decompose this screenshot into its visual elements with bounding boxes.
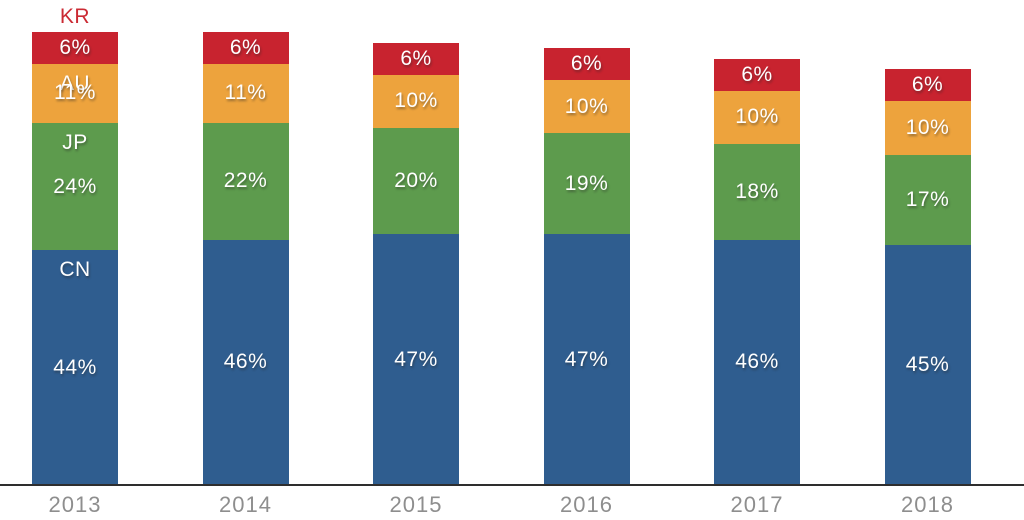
value-label-jp-2015: 20% xyxy=(394,169,438,193)
value-label-jp-2017: 18% xyxy=(735,179,779,203)
value-label-kr-2013: 6% xyxy=(59,35,91,59)
bars-layer: 6% AU 11% JP 24% CN 44% KR 6% 11% 22% 46% 6% 10% 20% 47… xyxy=(32,5,971,485)
value-label-kr-2015: 6% xyxy=(400,46,432,70)
value-label-kr-2017: 6% xyxy=(741,62,773,86)
bar-group-2015: 6% 10% 20% 47% xyxy=(373,42,459,485)
series-name-label-kr: KR xyxy=(59,4,91,28)
value-label-au-2016: 10% xyxy=(564,94,609,118)
bar-group-2013: 6% AU 11% JP 24% CN 44% KR xyxy=(32,5,118,485)
segment-au-2015: 10% xyxy=(373,74,459,128)
value-label-au-2013: 11% xyxy=(54,81,96,105)
bar-group-2014: 6% 11% 22% 46% xyxy=(202,31,289,485)
x-axis-label-2015: 2015 xyxy=(389,492,443,517)
segment-kr-2013: 6% xyxy=(32,31,118,64)
segment-au-2017: 10% xyxy=(714,90,800,144)
segment-jp-2017: 18% xyxy=(714,143,800,240)
value-label-jp-2013: 24% xyxy=(53,174,97,198)
bar-group-2018: 6% 10% 17% 45% xyxy=(884,69,971,485)
value-label-cn-2015: 47% xyxy=(394,347,438,371)
segment-kr-2015: 6% xyxy=(373,42,459,75)
bar-group-2016: 6% 10% 19% 47% xyxy=(543,47,630,485)
value-label-kr-2016: 6% xyxy=(570,51,603,75)
value-label-cn-2016: 47% xyxy=(564,347,609,371)
segment-cn-2014: 46% xyxy=(202,239,289,485)
x-axis-line xyxy=(0,484,1024,486)
segment-cn-2017: 46% xyxy=(714,239,800,485)
value-label-kr-2014: 6% xyxy=(229,35,262,59)
x-axis-label-2018: 2018 xyxy=(901,492,954,517)
segment-au-2013: AU 11% xyxy=(32,63,118,123)
segment-jp-2014: 22% xyxy=(202,122,289,240)
segment-jp-2015: 20% xyxy=(373,127,459,235)
series-name-label-cn: CN xyxy=(59,258,91,282)
x-axis-label-2016: 2016 xyxy=(560,492,613,517)
segment-kr-2018: 6% xyxy=(884,69,971,102)
segment-jp-2018: 17% xyxy=(884,154,971,246)
segment-kr-2017: 6% xyxy=(714,58,800,91)
bar-group-2017: 6% 10% 18% 46% xyxy=(714,58,800,485)
segment-cn-2016: 47% xyxy=(543,234,630,485)
value-label-jp-2016: 19% xyxy=(564,171,609,195)
series-name-label-au: AU xyxy=(59,71,91,95)
segment-cn-2013: CN 44% xyxy=(32,250,118,485)
x-axis-label-2013: 2013 xyxy=(48,492,102,517)
x-axis-label-2017: 2017 xyxy=(730,492,784,517)
value-label-au-2015: 10% xyxy=(394,89,438,113)
segment-cn-2015: 47% xyxy=(373,234,459,485)
segment-jp-2016: 19% xyxy=(543,133,630,235)
value-label-jp-2014: 22% xyxy=(223,169,268,193)
value-label-cn-2018: 45% xyxy=(905,353,950,377)
segment-kr-2014: 6% xyxy=(202,31,289,64)
segment-au-2014: 11% xyxy=(202,63,289,123)
value-label-kr-2018: 6% xyxy=(911,73,944,97)
x-axis-label-2014: 2014 xyxy=(219,492,272,517)
segment-au-2016: 10% xyxy=(543,79,630,134)
segment-kr-2016: 6% xyxy=(543,47,630,80)
value-label-jp-2018: 17% xyxy=(905,187,950,211)
value-label-cn-2017: 46% xyxy=(735,350,779,374)
segment-cn-2018: 45% xyxy=(884,245,971,485)
series-name-label-jp: JP xyxy=(62,130,88,154)
value-label-au-2018: 10% xyxy=(905,115,950,139)
segment-au-2018: 10% xyxy=(884,101,971,155)
segment-jp-2013: JP 24% xyxy=(32,122,118,251)
value-label-au-2014: 11% xyxy=(224,81,267,105)
value-label-cn-2014: 46% xyxy=(223,350,268,374)
value-label-au-2017: 10% xyxy=(735,105,779,129)
value-label-cn-2013: 44% xyxy=(53,355,97,379)
